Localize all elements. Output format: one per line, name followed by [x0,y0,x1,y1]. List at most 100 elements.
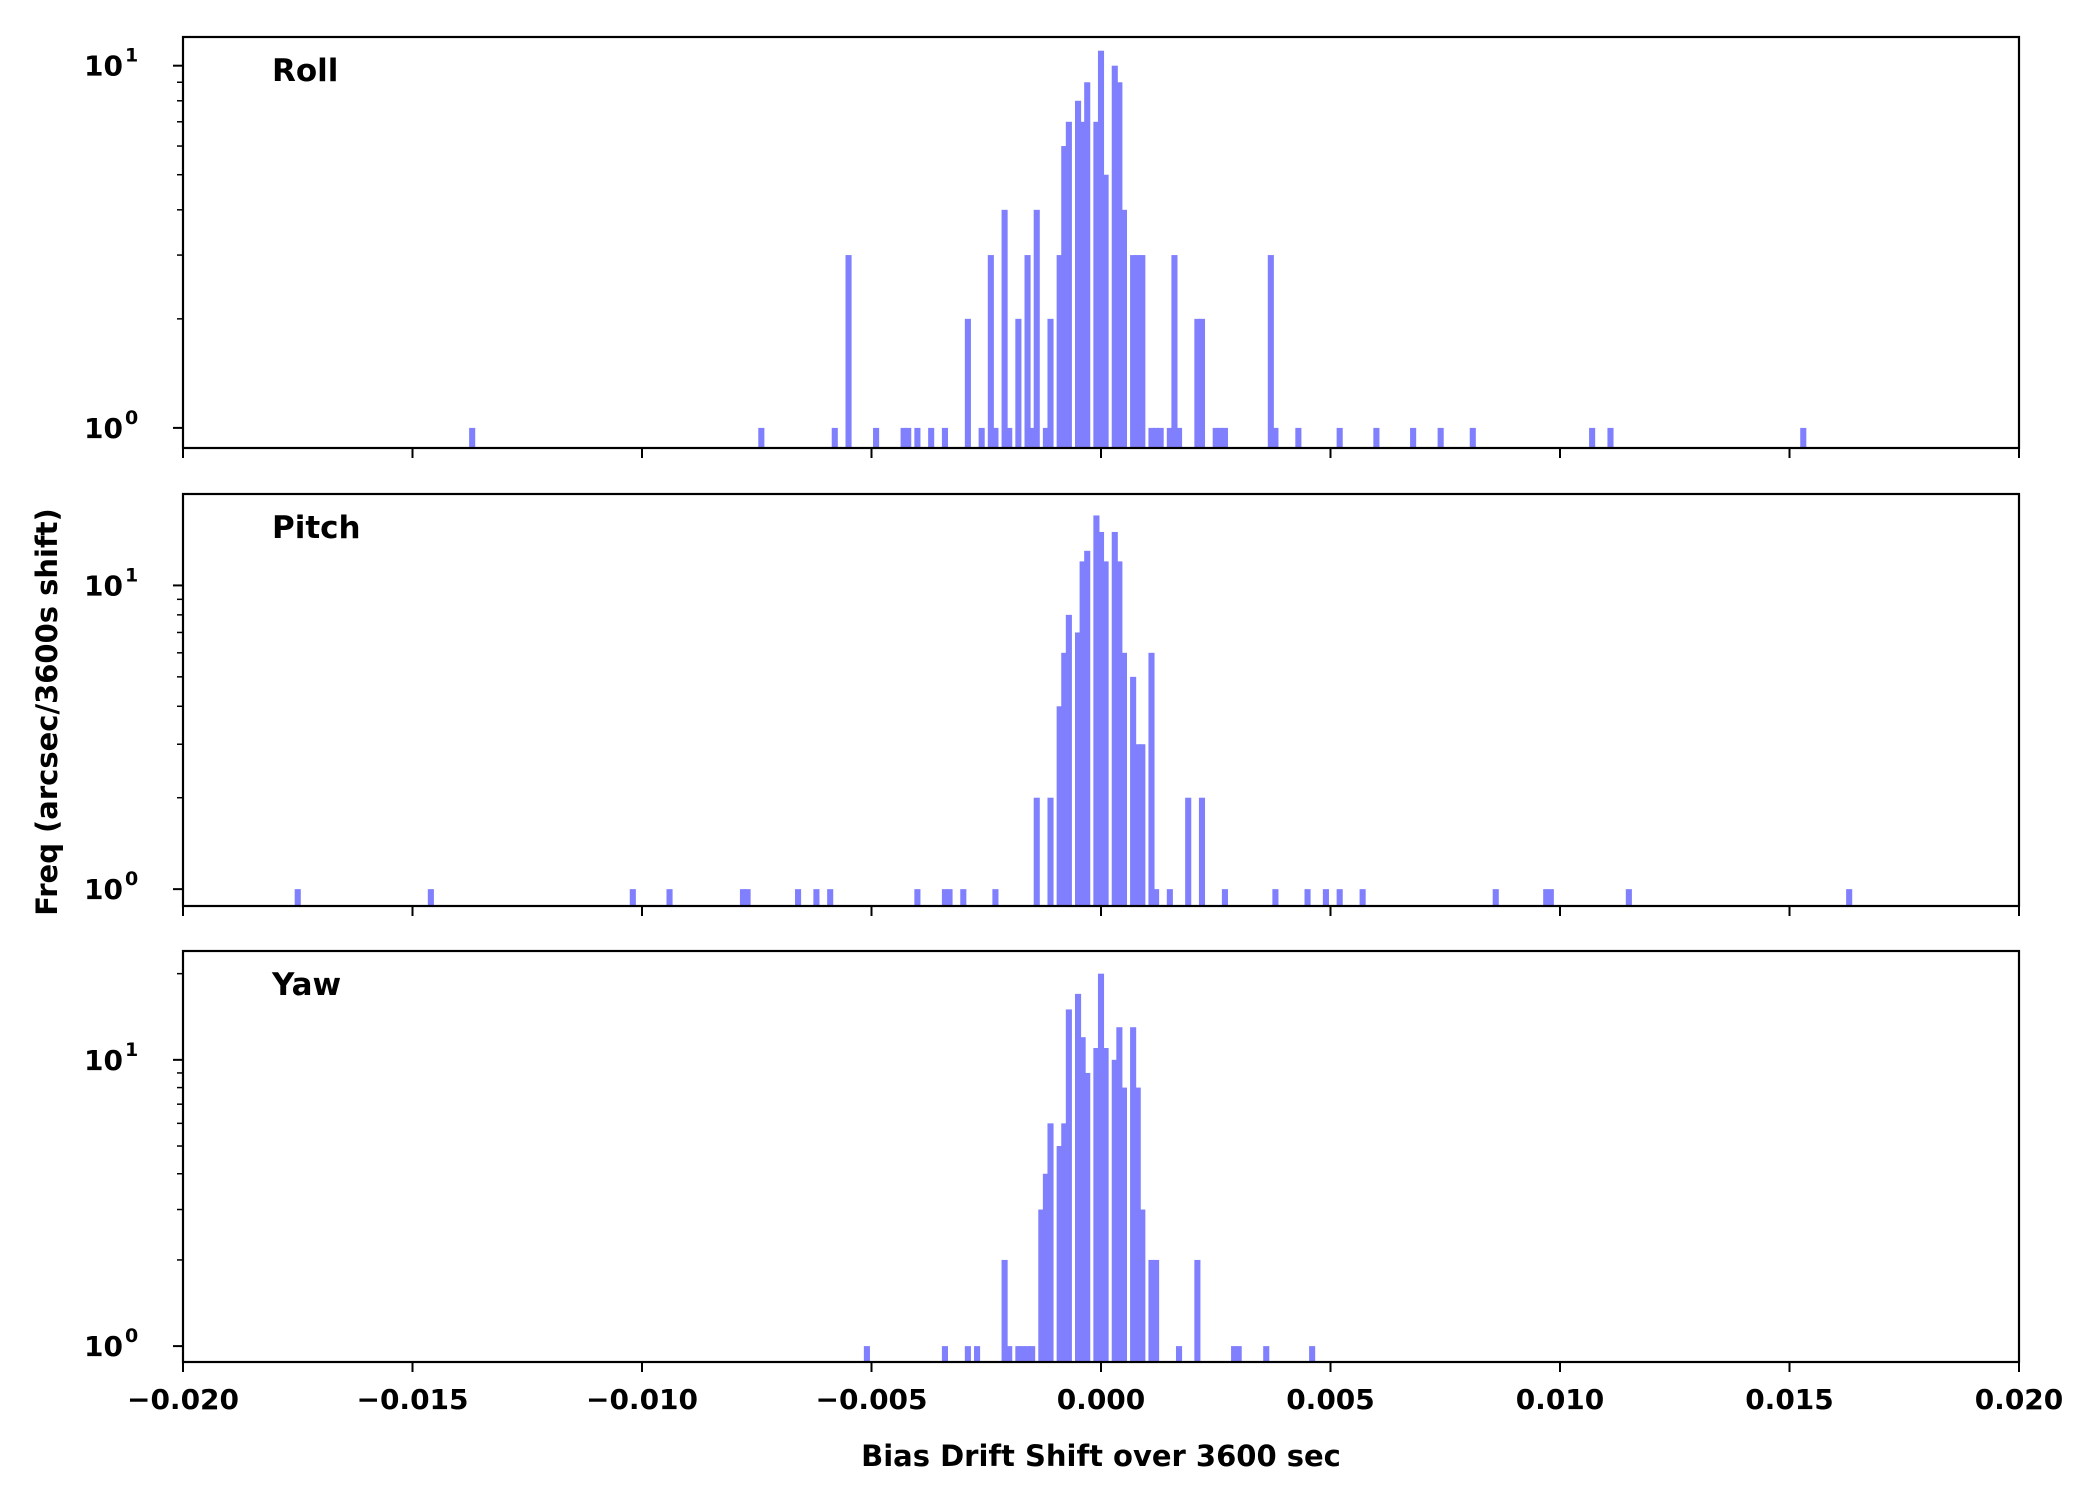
bar [469,427,476,448]
bar [873,427,880,448]
bar [1130,1027,1137,1362]
bar [1217,427,1224,448]
panel-title-yaw: Yaw [271,967,341,1003]
bar [1139,744,1146,906]
bar [739,889,747,906]
bar [758,427,765,448]
bar [1075,993,1082,1362]
bar [1410,427,1417,448]
y-tick-label: 10 [84,873,123,906]
bar [1139,255,1146,448]
bar [964,1346,971,1362]
x-tick-label: −0.020 [127,1383,239,1416]
bar [941,427,948,448]
bar [1061,146,1068,449]
bar [1175,1346,1183,1362]
bar [1295,427,1302,448]
bar [1322,889,1329,906]
bar [1625,889,1632,906]
bar [1175,427,1183,448]
bar [1373,427,1380,448]
bar [813,889,820,906]
bar [1267,255,1274,448]
bar [1235,1346,1242,1362]
y-tick-exponent: 0 [125,868,138,890]
bar [946,889,953,906]
bar [1033,209,1040,448]
bar [1029,1346,1036,1362]
bar [987,255,994,448]
bar [1607,427,1614,448]
bar [1589,427,1596,448]
bar [427,889,434,906]
bar [1042,1173,1049,1362]
bar [1102,1047,1109,1362]
bar [1079,561,1086,906]
bar [629,889,636,906]
bar [1185,797,1192,906]
bar [1075,632,1082,906]
bar [1221,427,1228,448]
bar [1097,531,1105,906]
bar [1134,255,1141,448]
y-tick-exponent: 0 [125,1325,138,1347]
bar [1024,1346,1031,1362]
panel-title-roll: Roll [272,53,338,89]
bar [1221,889,1228,906]
y-tick-exponent: 1 [125,1039,138,1061]
bar [1309,1346,1316,1362]
bar [1056,706,1063,906]
bar [1437,427,1444,448]
bar [1304,889,1311,906]
panel-yaw: −0.020 −0.015 −0.010 −0.005 0.000 0.005 0.010 0… [84,949,2063,1416]
bar [1038,1209,1045,1362]
bar [1033,797,1040,906]
bar [1006,1346,1013,1362]
bar [960,889,967,906]
bar [1111,1059,1118,1362]
panel-title-pitch: Pitch [272,510,361,546]
bar [1194,1259,1201,1362]
bar [964,318,971,448]
x-tick-label: −0.010 [586,1383,698,1416]
bar [845,255,852,448]
bar [1056,255,1063,448]
bar [928,427,935,448]
bar [1134,1087,1141,1362]
bar [1171,255,1178,448]
bar [795,889,802,906]
bar [1153,889,1160,906]
bar [831,427,838,448]
x-tick-label: 0.010 [1516,1383,1605,1416]
y-tick-label: 10 [84,1044,123,1077]
bar [827,889,834,906]
bar [1543,889,1550,906]
bar [1084,1072,1091,1362]
x-tick-label: 0.005 [1286,1383,1375,1416]
bar [1097,973,1105,1362]
bar [744,889,751,906]
bar [1075,100,1082,448]
bar [1116,1027,1123,1362]
x-tick-label: −0.005 [815,1383,927,1416]
x-tick-label: −0.015 [356,1383,468,1416]
bar [1061,1123,1068,1362]
bar [992,427,999,448]
x-tick-label: 0.015 [1745,1383,1834,1416]
bar [1001,1259,1008,1362]
bar [1153,427,1160,448]
y-tick-exponent: 1 [125,564,138,586]
y-tick-label: 10 [84,412,123,445]
bar [941,1346,948,1362]
bar [1029,427,1036,448]
bar [914,427,921,448]
bar [1336,889,1343,906]
bar [1024,255,1031,448]
bar [1166,427,1173,448]
bar [1084,550,1091,906]
bar [1093,121,1100,448]
bar [941,889,948,906]
x-tick-label: 0.000 [1057,1383,1146,1416]
bar [1102,174,1109,448]
